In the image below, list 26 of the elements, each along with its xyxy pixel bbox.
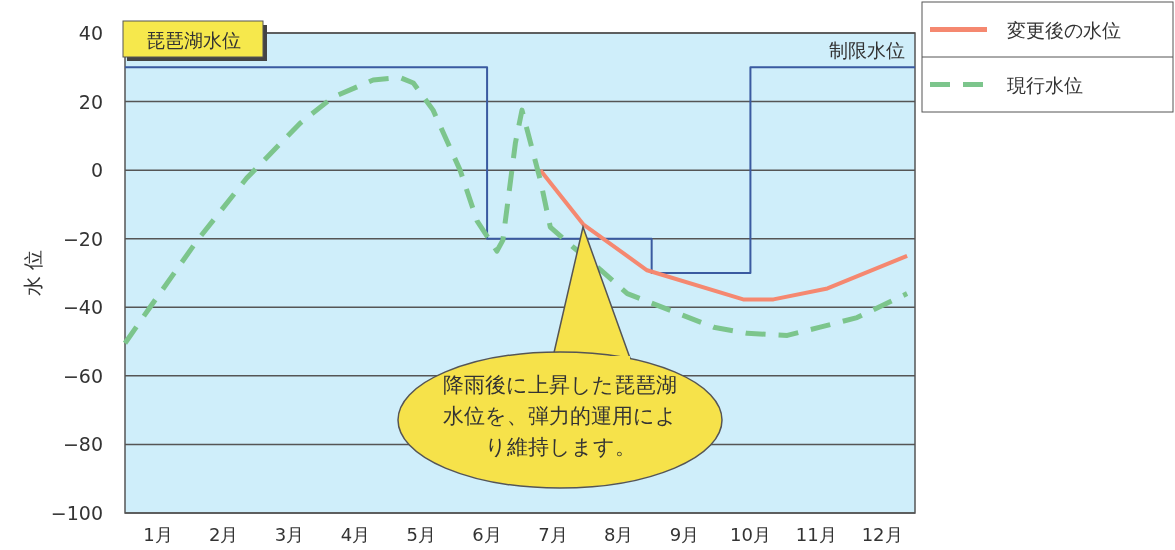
x-tick-label: 6月 — [472, 524, 502, 545]
chart-title: 琵琶湖水位 — [145, 29, 241, 51]
x-tick-label: 2月 — [209, 524, 239, 545]
annotation: 降雨後に上昇した琵琶湖水位を、弾力的運用により維持します。 — [442, 372, 678, 461]
x-tick-label: 1月 — [143, 524, 173, 545]
x-tick-label: 10月 — [729, 524, 771, 545]
y-tick-label: 40 — [78, 22, 103, 44]
y-tick-label: −60 — [62, 364, 103, 387]
x-tick-label: 3月 — [274, 524, 305, 545]
y-axis-title: 水 位 — [21, 249, 45, 297]
y-tick-label: 0 — [90, 159, 103, 182]
y-tick-label: −40 — [62, 296, 103, 319]
x-tick-label: 12月 — [861, 524, 903, 545]
x-tick-label: 9月 — [669, 524, 700, 545]
x-tick-label: 7月 — [538, 524, 568, 545]
y-tick-label: 20 — [78, 90, 103, 113]
y-tick-label: −100 — [50, 502, 103, 524]
y-tick-label: −80 — [62, 433, 103, 456]
y-tick-label: −20 — [62, 227, 103, 250]
x-tick-label: 4月 — [340, 524, 371, 545]
series-label: 制限水位 — [829, 39, 905, 62]
legend-label: 現行水位 — [1007, 73, 1083, 96]
x-tick-label: 5月 — [406, 524, 436, 545]
legend-label: 変更後の水位 — [1007, 18, 1121, 41]
x-tick-label: 11月 — [795, 524, 837, 545]
x-tick-label: 8月 — [604, 524, 634, 545]
